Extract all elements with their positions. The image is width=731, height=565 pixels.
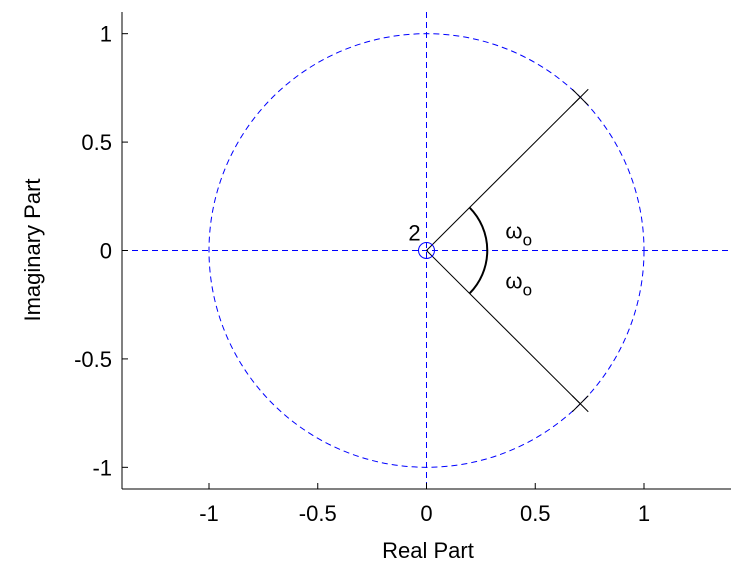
x-tick-label: 0.5 bbox=[520, 501, 551, 526]
x-tick-label: -0.5 bbox=[299, 501, 337, 526]
pole-ray-1 bbox=[427, 97, 581, 250]
y-tick-label: 1 bbox=[100, 22, 112, 47]
zero-multiplicity-label: 2 bbox=[408, 221, 420, 246]
pole-marker-1 bbox=[572, 89, 588, 105]
y-tick-label: -0.5 bbox=[74, 347, 112, 372]
x-axis-label: Real Part bbox=[382, 538, 474, 563]
x-tick-label: -1 bbox=[199, 501, 219, 526]
pole-marker-2 bbox=[572, 396, 588, 412]
omega-lower-label: ωo bbox=[505, 269, 532, 300]
y-tick-label: 0.5 bbox=[81, 130, 112, 155]
tick-layer: -1 -0.5 0 0.5 1 -1 -0.5 0 0.5 1 bbox=[74, 22, 650, 526]
x-tick-label: 1 bbox=[638, 501, 650, 526]
y-tick-label: 0 bbox=[100, 239, 112, 264]
y-tick-label: -1 bbox=[92, 455, 112, 480]
omega-upper-label: ωo bbox=[505, 219, 532, 250]
y-axis-label: Imaginary Part bbox=[20, 178, 45, 321]
x-tick-label: 0 bbox=[420, 501, 432, 526]
pole-ray-2 bbox=[427, 251, 581, 404]
